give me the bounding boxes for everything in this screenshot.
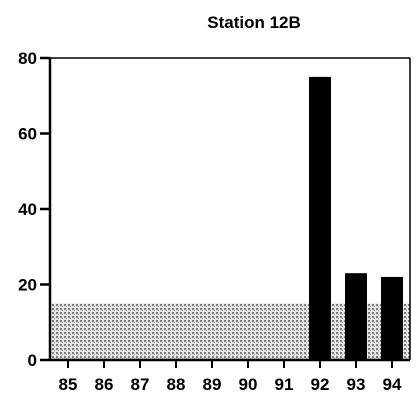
bar-93 [345, 273, 367, 360]
y-tick-label: 40 [18, 200, 37, 219]
x-tick-label: 94 [383, 375, 402, 394]
x-tick-label: 92 [311, 375, 330, 394]
x-tick-label: 85 [59, 375, 78, 394]
x-tick-label: 87 [131, 375, 150, 394]
x-tick-label: 91 [275, 375, 294, 394]
y-tick-label: 80 [18, 49, 37, 68]
x-tick-label: 88 [167, 375, 186, 394]
x-tick-label: 89 [203, 375, 222, 394]
y-tick-label: 20 [18, 276, 37, 295]
x-tick-label: 86 [95, 375, 114, 394]
x-tick-label: 90 [239, 375, 258, 394]
y-tick-label: 0 [28, 351, 37, 370]
x-tick-label: 93 [347, 375, 366, 394]
chart-title: Station 12B [207, 13, 301, 32]
bar-92 [309, 76, 331, 360]
axis-layer [40, 56, 411, 368]
y-tick-label: 60 [18, 125, 37, 144]
x-tick-labels: 85 86 87 88 89 90 91 92 93 94 [59, 375, 402, 394]
y-tick-labels: 0 20 40 60 80 [18, 49, 37, 370]
bar-94 [381, 276, 403, 360]
bar-layer [309, 76, 403, 360]
